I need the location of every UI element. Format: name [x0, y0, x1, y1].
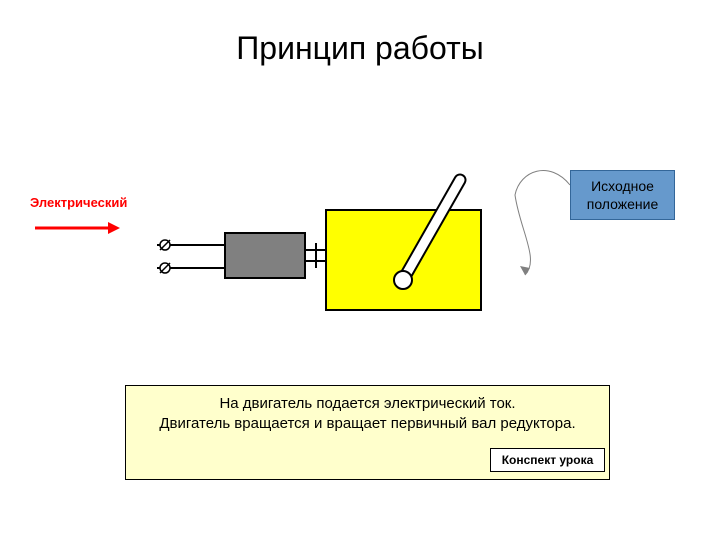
lever-pivot	[394, 271, 412, 289]
gearbox-body	[326, 210, 481, 310]
terminal-top	[160, 240, 170, 250]
lesson-notes-button[interactable]: Конспект урока	[490, 448, 605, 472]
terminal-bottom	[160, 263, 170, 273]
initial-position-line2: положение	[587, 195, 659, 213]
initial-position-line1: Исходное	[591, 177, 654, 195]
diagram-panel	[130, 155, 525, 330]
current-arrow-head	[108, 222, 120, 234]
description-line2: Двигатель вращается и вращает первичный …	[159, 414, 575, 434]
motor-body	[225, 233, 305, 278]
pointer-curve	[515, 171, 570, 275]
terminal-top-slash	[160, 240, 170, 250]
lever-outline	[403, 180, 460, 280]
electric-current-label: Электрический ток	[30, 195, 152, 210]
page-title: Принцип работы	[0, 30, 720, 67]
terminal-bottom-slash	[160, 263, 170, 273]
pointer-curve-head	[520, 266, 530, 275]
initial-position-box: Исходное положение	[570, 170, 675, 220]
description-line1: На двигатель подается электрический ток.	[219, 394, 515, 414]
lever-fill	[403, 180, 460, 280]
